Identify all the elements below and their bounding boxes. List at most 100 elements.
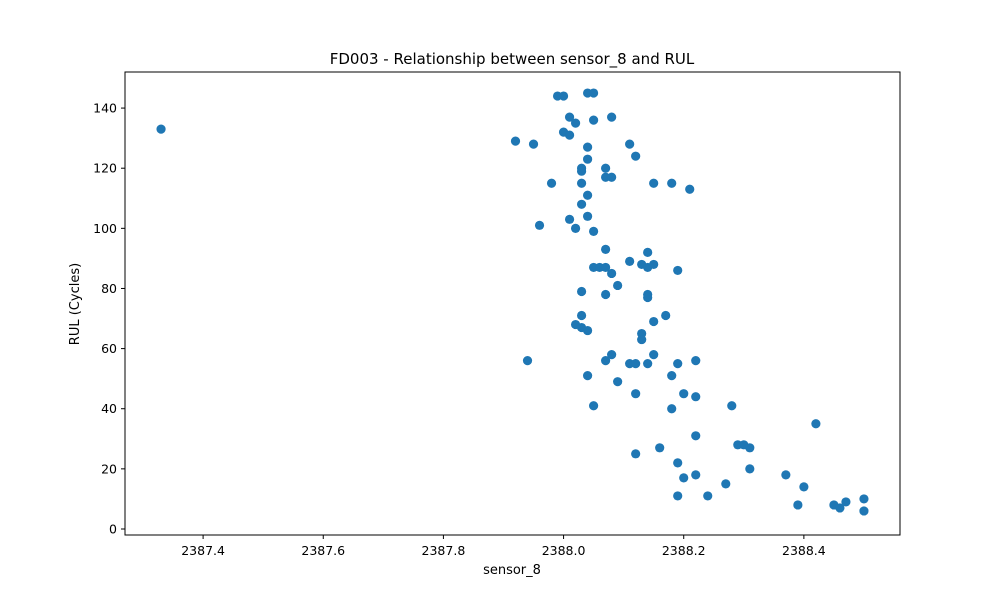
scatter-point — [691, 431, 701, 441]
scatter-point — [667, 178, 677, 188]
scatter-point — [546, 178, 557, 188]
scatter-point — [781, 470, 791, 480]
scatter-point — [835, 503, 845, 513]
scatter-point — [631, 359, 641, 369]
scatter-point — [558, 91, 569, 101]
scatter-point — [564, 214, 575, 224]
scatter-point — [811, 419, 821, 429]
scatter-point — [564, 130, 575, 140]
scatter-point — [583, 154, 593, 164]
scatter-point — [631, 151, 641, 161]
scatter-point — [721, 479, 731, 489]
scatter-point — [589, 88, 599, 98]
scatter-point — [673, 491, 683, 501]
scatter-point — [643, 359, 653, 369]
y-tick-label: 0 — [109, 521, 117, 536]
x-tick-label: 2387.4 — [181, 543, 225, 558]
scatter-point — [583, 190, 593, 200]
scatter-point — [156, 124, 166, 134]
scatter-point — [685, 184, 695, 194]
y-tick-label: 140 — [93, 101, 117, 116]
scatter-point — [576, 178, 587, 188]
scatter-point — [793, 500, 803, 510]
scatter-point — [649, 259, 659, 270]
x-tick-label: 2388.0 — [542, 543, 586, 558]
x-axis-ticks: 2387.4 2387.6 2387.8 2388.0 2388.2 2388.4 — [181, 535, 826, 558]
scatter-point — [643, 247, 653, 257]
scatter-point — [589, 115, 599, 125]
scatter-point — [649, 316, 659, 327]
scatter-point — [745, 464, 755, 474]
scatter-point — [522, 356, 533, 366]
plot-frame — [124, 71, 901, 536]
scatter-point — [607, 172, 617, 182]
scatter-point — [528, 139, 539, 149]
scatter-point — [667, 371, 677, 381]
scatter-point — [576, 286, 587, 297]
scatter-points — [156, 88, 869, 516]
scatter-point — [841, 497, 851, 507]
scatter-point — [576, 310, 587, 321]
scatter-point — [649, 178, 659, 188]
scatter-point — [576, 199, 587, 209]
chart-title: FD003 - Relationship between sensor_8 an… — [330, 50, 695, 69]
x-tick-label: 2388.4 — [782, 543, 826, 558]
scatter-point — [583, 211, 593, 221]
scatter-point — [589, 226, 599, 236]
scatter-point — [583, 325, 593, 336]
scatter-point — [601, 262, 611, 273]
scatter-point — [613, 377, 623, 387]
scatter-point — [673, 265, 683, 276]
y-tick-label: 20 — [101, 461, 117, 476]
scatter-point — [703, 491, 713, 501]
scatter-point — [745, 443, 755, 453]
scatter-point — [564, 112, 575, 122]
scatter-point — [727, 401, 737, 411]
x-axis-label: sensor_8 — [483, 563, 541, 578]
x-tick-label: 2387.8 — [422, 543, 466, 558]
scatter-point — [601, 356, 611, 366]
scatter-point — [859, 494, 869, 504]
scatter-point — [601, 289, 611, 300]
scatter-point — [601, 244, 611, 254]
y-tick-label: 80 — [101, 281, 117, 296]
scatter-point — [691, 356, 701, 366]
scatter-point — [679, 473, 689, 483]
scatter-point — [607, 268, 617, 279]
y-axis-ticks: 0 20 40 60 80 100 120 140 — [93, 101, 125, 536]
scatter-point — [655, 443, 665, 453]
scatter-point — [625, 256, 635, 267]
scatter-point — [510, 136, 521, 146]
scatter-point — [583, 142, 593, 152]
y-tick-label: 120 — [93, 161, 117, 176]
scatter-point — [583, 371, 593, 381]
scatter-point — [679, 389, 689, 399]
scatter-point — [799, 482, 809, 492]
scatter-point — [649, 350, 659, 360]
scatter-point — [637, 334, 647, 345]
x-tick-label: 2387.6 — [301, 543, 345, 558]
scatter-point — [631, 449, 641, 459]
scatter-point — [691, 392, 701, 402]
x-tick-label: 2388.2 — [662, 543, 706, 558]
scatter-point — [570, 223, 581, 233]
scatter-point — [673, 458, 683, 468]
scatter-point — [601, 163, 611, 173]
y-tick-label: 40 — [101, 401, 117, 416]
scatter-point — [673, 359, 683, 369]
scatter-point — [589, 401, 599, 411]
scatter-point — [625, 139, 635, 149]
scatter-point — [661, 310, 671, 321]
scatter-point — [607, 350, 617, 360]
scatter-point — [607, 112, 617, 122]
scatter-point — [613, 280, 623, 291]
scatter-point — [534, 220, 545, 230]
y-tick-label: 60 — [101, 341, 117, 356]
scatter-point — [691, 470, 701, 480]
y-tick-label: 100 — [93, 221, 117, 236]
scatter-point — [631, 389, 641, 399]
scatter-point — [576, 166, 587, 176]
scatter-point — [570, 118, 581, 128]
scatter-point — [667, 404, 677, 414]
